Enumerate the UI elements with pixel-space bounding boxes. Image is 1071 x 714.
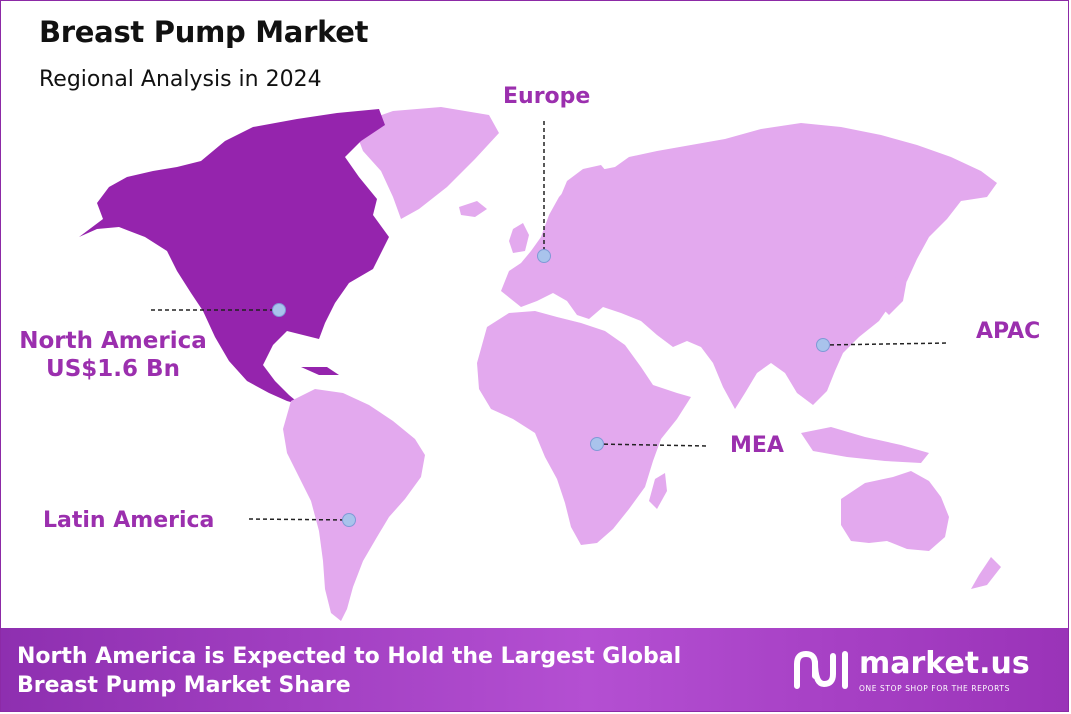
- apac-leader-line: [822, 342, 950, 346]
- na-marker: [272, 303, 286, 317]
- south-america-region: [283, 389, 425, 621]
- logo-mark-icon: [794, 650, 848, 689]
- footer-banner: North America is Expected to Hold the La…: [1, 628, 1068, 711]
- europe-marker: [537, 249, 551, 263]
- north-america-name: North America: [19, 328, 207, 354]
- footer-text: North America is Expected to Hold the La…: [17, 642, 737, 700]
- footer-line-2: Breast Pump Market Share: [17, 673, 351, 698]
- sea-islands-shape: [801, 427, 929, 463]
- scandinavia-shape: [557, 165, 611, 227]
- iceland-shape: [459, 201, 487, 217]
- world-map: [79, 107, 1001, 621]
- page-subtitle: Regional Analysis in 2024: [39, 67, 322, 92]
- latam-leader-line: [248, 518, 350, 521]
- north-america-region: [79, 109, 389, 405]
- latin-america-label: Latin America: [43, 508, 215, 533]
- mea-label: MEA: [730, 433, 784, 458]
- europe-label: Europe: [503, 84, 591, 109]
- madagascar-shape: [649, 473, 667, 509]
- japan-shape: [881, 269, 907, 315]
- uk-shape: [509, 223, 529, 253]
- logo-tagline: ONE STOP SHOP FOR THE REPORTS: [859, 684, 1010, 693]
- mea-marker: [590, 437, 604, 451]
- eurasia-region: [501, 123, 997, 409]
- north-america-label: North America US$1.6 Bn: [17, 327, 209, 383]
- australia-region: [841, 471, 949, 551]
- africa-region: [477, 311, 691, 545]
- footer-line-1: North America is Expected to Hold the La…: [17, 644, 682, 669]
- page-title: Breast Pump Market: [39, 15, 369, 49]
- logo-name: market.us: [859, 646, 1030, 681]
- greenland-shape: [353, 107, 499, 219]
- new-zealand-shape: [971, 557, 1001, 589]
- mea-leader-line: [596, 443, 708, 447]
- apac-marker: [816, 338, 830, 352]
- north-america-value: US$1.6 Bn: [46, 356, 180, 382]
- market-us-logo: market.us ONE STOP SHOP FOR THE REPORTS: [793, 646, 1053, 696]
- caribbean-shape: [301, 367, 339, 375]
- latam-marker: [342, 513, 356, 527]
- apac-label: APAC: [976, 319, 1041, 344]
